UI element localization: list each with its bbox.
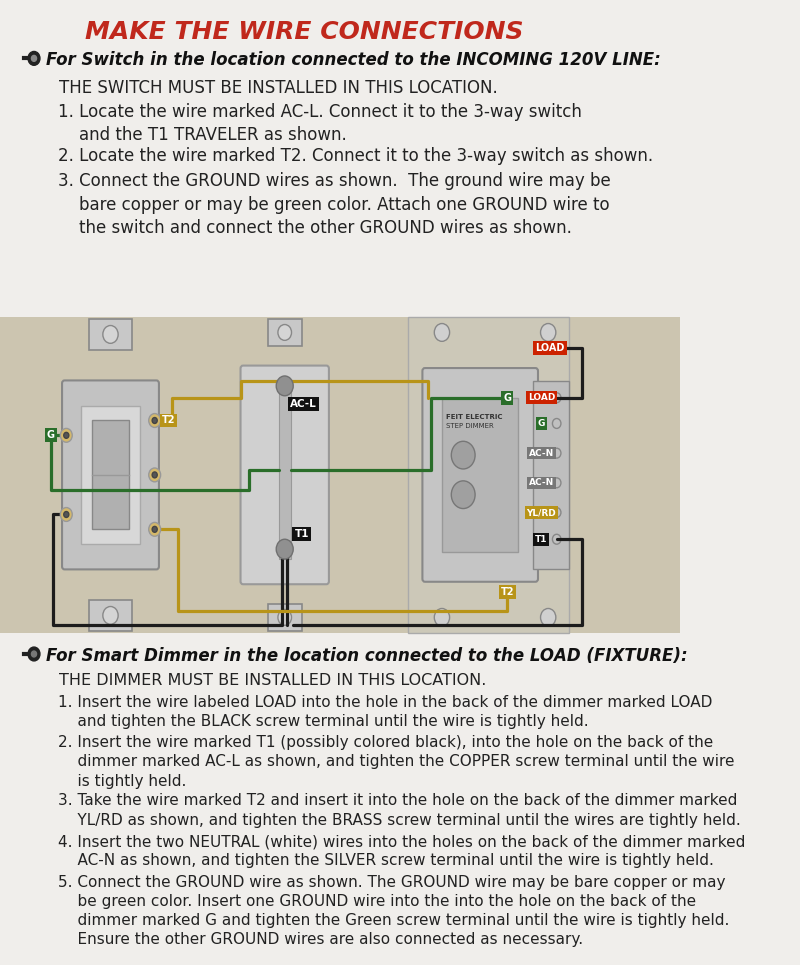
Circle shape: [434, 323, 450, 342]
Text: LOAD: LOAD: [528, 394, 555, 402]
Text: STEP DIMMER: STEP DIMMER: [446, 424, 494, 429]
Circle shape: [278, 610, 291, 625]
Text: 5. Connect the GROUND wire as shown. The GROUND wire may be bare copper or may
 : 5. Connect the GROUND wire as shown. The…: [58, 874, 729, 948]
FancyBboxPatch shape: [62, 380, 159, 569]
Bar: [0, 317, 680, 633]
Circle shape: [149, 414, 161, 427]
Circle shape: [276, 376, 294, 396]
Text: T2: T2: [162, 416, 175, 426]
Bar: [0, 633, 680, 954]
Text: AC-N: AC-N: [529, 479, 554, 487]
Circle shape: [64, 432, 69, 438]
Bar: [278, 391, 290, 559]
Circle shape: [149, 522, 161, 537]
Text: For Switch in the location connected to the INCOMING 120V LINE:: For Switch in the location connected to …: [46, 51, 661, 69]
Text: G: G: [538, 419, 545, 427]
Text: MAKE THE WIRE CONNECTIONS: MAKE THE WIRE CONNECTIONS: [85, 20, 523, 43]
Bar: [81, 405, 140, 544]
Text: AC-N: AC-N: [529, 449, 554, 457]
Bar: [442, 398, 518, 552]
Circle shape: [434, 609, 450, 626]
Circle shape: [152, 418, 158, 424]
Circle shape: [60, 428, 72, 442]
Bar: [92, 421, 129, 530]
Circle shape: [278, 324, 291, 341]
Circle shape: [541, 323, 556, 342]
Text: T1: T1: [294, 529, 309, 539]
Text: 2. Insert the wire marked T1 (possibly colored black), into the hole on the back: 2. Insert the wire marked T1 (possibly c…: [58, 735, 734, 788]
Circle shape: [103, 606, 118, 624]
Text: 3. Connect the GROUND wires as shown.  The ground wire may be
    bare copper or: 3. Connect the GROUND wires as shown. Th…: [58, 172, 610, 237]
Circle shape: [553, 508, 561, 517]
Bar: [268, 318, 302, 346]
Bar: [90, 599, 132, 631]
Text: 1. Locate the wire marked AC-L. Connect it to the 3-way switch
    and the T1 TR: 1. Locate the wire marked AC-L. Connect …: [58, 103, 582, 145]
Text: 1. Insert the wire labeled LOAD into the hole in the back of the dimmer marked L: 1. Insert the wire labeled LOAD into the…: [58, 695, 712, 729]
Circle shape: [451, 441, 475, 469]
Circle shape: [152, 526, 158, 533]
Text: 3. Take the wire marked T2 and insert it into the hole on the back of the dimmer: 3. Take the wire marked T2 and insert it…: [58, 793, 741, 828]
Circle shape: [149, 468, 161, 482]
FancyBboxPatch shape: [241, 366, 329, 584]
Bar: [408, 317, 570, 633]
Bar: [90, 318, 132, 350]
Circle shape: [451, 481, 475, 509]
Text: 2. Locate the wire marked T2. Connect it to the 3-way switch as shown.: 2. Locate the wire marked T2. Connect it…: [58, 148, 653, 165]
Text: T1: T1: [535, 535, 548, 543]
Text: LOAD: LOAD: [535, 344, 565, 353]
Text: THE SWITCH MUST BE INSTALLED IN THIS LOCATION.: THE SWITCH MUST BE INSTALLED IN THIS LOC…: [59, 79, 498, 97]
FancyBboxPatch shape: [422, 368, 538, 582]
Circle shape: [152, 472, 158, 478]
Text: 4. Insert the two NEUTRAL (white) wires into the holes on the back of the dimmer: 4. Insert the two NEUTRAL (white) wires …: [58, 834, 745, 868]
Text: T2: T2: [501, 587, 514, 596]
Text: G: G: [47, 430, 55, 440]
Circle shape: [103, 325, 118, 344]
Circle shape: [553, 478, 561, 487]
Text: YL/RD: YL/RD: [526, 508, 556, 517]
Circle shape: [276, 539, 294, 559]
Circle shape: [31, 651, 37, 657]
Text: THE DIMMER MUST BE INSTALLED IN THIS LOCATION.: THE DIMMER MUST BE INSTALLED IN THIS LOC…: [59, 673, 487, 688]
Text: FEIT ELECTRIC: FEIT ELECTRIC: [446, 414, 502, 420]
Circle shape: [28, 51, 40, 66]
Circle shape: [553, 448, 561, 458]
Bar: [268, 603, 302, 631]
Circle shape: [553, 393, 561, 402]
Circle shape: [60, 508, 72, 521]
Circle shape: [31, 55, 37, 62]
Circle shape: [553, 419, 561, 428]
Text: AC-L: AC-L: [290, 399, 317, 408]
Text: For Smart Dimmer in the location connected to the LOAD (FIXTURE):: For Smart Dimmer in the location connect…: [46, 648, 687, 665]
Circle shape: [553, 535, 561, 544]
Circle shape: [28, 648, 40, 661]
Bar: [533, 381, 569, 569]
Circle shape: [541, 609, 556, 626]
Bar: [0, 0, 680, 317]
Circle shape: [64, 511, 69, 517]
Text: G: G: [503, 393, 511, 402]
